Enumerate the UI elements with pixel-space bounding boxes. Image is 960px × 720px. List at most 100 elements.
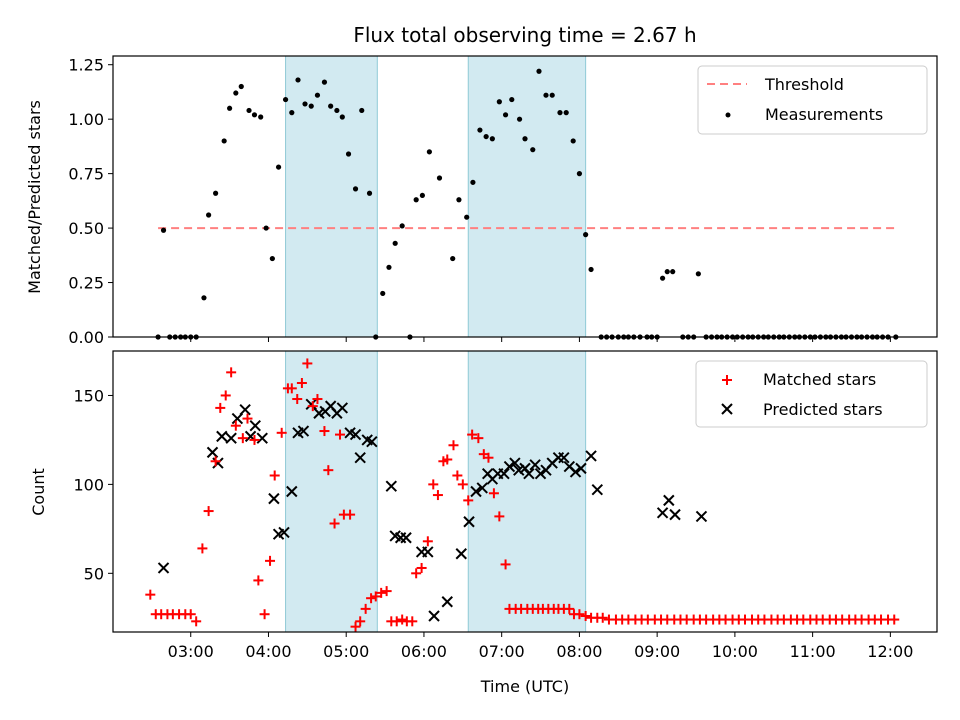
bottom-panel: 50 100 150 03:00 04:00 05:00 06:00 07:00 08:00 09… — [29, 350, 938, 696]
top-panel: 0.00 0.25 0.50 0.75 1.00 1.25 Matched/Predict… — [25, 55, 938, 347]
measurements-legend-swatch — [725, 112, 731, 118]
x-tick-label: 04:00 — [245, 642, 291, 661]
matched-star-point — [237, 433, 248, 444]
matched-star-point — [574, 609, 585, 620]
top-axis-ticks: 0.00 0.25 0.50 0.75 1.00 1.25 — [68, 56, 891, 347]
x-tick-label: 06:00 — [401, 642, 447, 661]
predicted-star-point — [206, 446, 219, 459]
observing-interval-2 — [467, 350, 587, 633]
predicted-star-point — [498, 468, 510, 480]
measurement-point — [502, 112, 509, 118]
matched-star-point — [265, 555, 276, 566]
matched-star-point — [323, 465, 334, 476]
observing-interval-2 — [467, 55, 587, 338]
x-tick-label: 05:00 — [323, 642, 369, 661]
matched-star-point — [457, 479, 468, 490]
matched-star-point — [249, 434, 260, 445]
measurement-point — [263, 225, 269, 231]
predicted-legend-swatch — [721, 403, 733, 415]
measurement-point — [659, 275, 666, 281]
x-tick-label: 11:00 — [790, 642, 836, 661]
predicted-star-point — [463, 516, 475, 528]
measurement-point — [233, 90, 239, 96]
measurement-point — [295, 77, 301, 83]
measurement-point — [583, 232, 589, 238]
threshold-legend-label: Threshold — [764, 75, 844, 94]
measurement-point — [536, 68, 542, 74]
measurement-point — [302, 101, 308, 107]
measurement-point — [695, 271, 701, 277]
measurement-point — [588, 266, 594, 273]
matched-star-point — [422, 536, 433, 547]
measurement-point — [366, 190, 373, 196]
measurements-legend-label: Measurements — [765, 105, 883, 124]
matched-star-point — [442, 454, 453, 465]
measurement-point — [557, 110, 563, 116]
measurement-point — [251, 112, 258, 118]
predicted-star-point — [695, 510, 708, 523]
matched-star-point — [452, 470, 463, 481]
predicted-star-point — [503, 460, 516, 473]
matched-legend-label: Matched stars — [763, 370, 876, 389]
matched-star-point — [269, 470, 280, 481]
measurement-point — [436, 175, 443, 181]
matched-star-point — [319, 426, 330, 437]
matched-star-point — [467, 429, 478, 440]
bottom-axis-ticks: 50 100 150 03:00 04:00 05:00 06:00 07:00 08:00 09… — [73, 386, 913, 661]
measurement-point — [352, 186, 359, 192]
measurement-point — [419, 192, 425, 199]
measurement-point — [238, 83, 244, 90]
measurement-point — [483, 133, 489, 140]
measurement-point — [321, 79, 328, 85]
y-tick-label: 50 — [84, 564, 104, 583]
matched-star-point — [145, 589, 156, 600]
measurement-point — [464, 214, 470, 220]
predicted-star-point — [519, 462, 531, 475]
predicted-star-point — [470, 485, 482, 498]
predicted-star-point — [286, 485, 298, 498]
matched-star-point — [276, 427, 287, 438]
predicted-star-point — [569, 466, 582, 478]
y-tick-label: 1.00 — [68, 110, 104, 129]
bottom-y-axis-label: Count — [29, 468, 48, 516]
matched-star-point — [597, 612, 608, 623]
predicted-star-point — [385, 480, 398, 492]
measurement-point — [227, 105, 233, 111]
bottom-legend: Matched stars Predicted stars — [695, 360, 928, 428]
matched-star-point — [463, 495, 474, 506]
x-tick-label: 12:00 — [867, 642, 913, 661]
measurement-point — [334, 107, 340, 114]
measurement-point — [386, 264, 392, 270]
matched-star-point — [312, 394, 323, 405]
measurement-point — [522, 136, 528, 142]
predicted-star-point — [558, 452, 570, 464]
predicted-star-point — [509, 457, 521, 469]
measurement-point — [413, 197, 419, 203]
matched-legend-swatch — [722, 375, 732, 385]
x-tick-label: 09:00 — [634, 642, 680, 661]
matched-star-point — [370, 591, 381, 602]
chart-title: Flux total observing time = 2.67 h — [353, 23, 696, 47]
y-tick-label: 150 — [73, 386, 104, 405]
measurement-point — [221, 138, 227, 144]
matched-star-point — [191, 616, 202, 627]
observing-intervals-top — [285, 55, 587, 338]
top-plot-frame — [112, 55, 938, 338]
matched-star-point — [473, 433, 484, 444]
matched-star-point — [296, 378, 307, 389]
y-tick-label: 0.75 — [68, 165, 104, 184]
predicted-star-point — [575, 462, 587, 475]
matched-star-point — [215, 402, 226, 413]
predicted-star-point — [239, 403, 251, 416]
predicted-star-point — [428, 610, 440, 622]
measurement-point — [530, 147, 536, 153]
predicted-star-point — [669, 508, 681, 521]
matched-star-point — [220, 390, 231, 401]
measurement-point — [470, 179, 476, 185]
measurement-point — [289, 110, 295, 116]
measurement-point — [269, 255, 275, 262]
predicted-star-point — [157, 562, 170, 574]
predicted-star-point — [656, 507, 669, 519]
matched-star-point — [448, 440, 459, 451]
